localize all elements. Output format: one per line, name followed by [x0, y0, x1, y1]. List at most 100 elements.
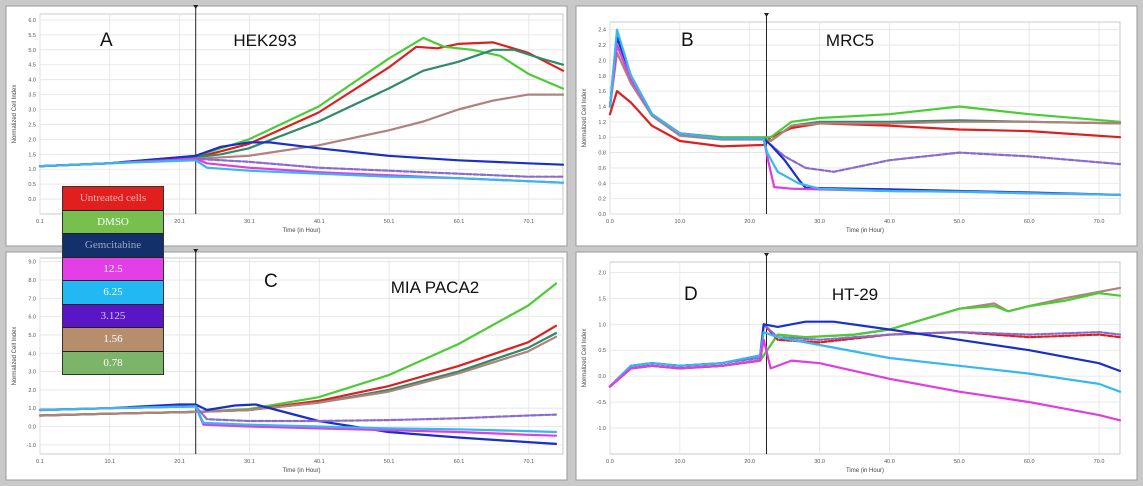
treatment-marker-icon — [763, 253, 769, 257]
x-tick-label: 0.1 — [36, 219, 44, 225]
y-tick-label: 1.6 — [598, 89, 606, 95]
series-line-6 — [608, 338, 1122, 422]
series-line-7 — [608, 28, 1122, 196]
grid — [39, 14, 563, 214]
x-tick-label: 70.0 — [1094, 219, 1105, 225]
legend-item-1-56: 1.56 — [63, 327, 163, 351]
x-tick-label: 70.0 — [1094, 459, 1105, 465]
y-tick-label: 1.0 — [598, 135, 606, 141]
y-axis-label: Normalized Cell Index — [582, 329, 588, 388]
x-tick-label: 30.1 — [244, 219, 255, 225]
x-tick-label: 60.1 — [454, 459, 465, 465]
y-tick-label: 3.5 — [28, 93, 36, 99]
y-tick-label: 1.0 — [28, 406, 36, 412]
chart-panel-b: 0.0 10.0 20.0 30.0 40.0 50.0 60.0 70.0 0.0 0.2 0.4… — [575, 5, 1138, 247]
y-tick-label: 2.0 — [28, 388, 36, 394]
legend-item-0-78: 0.78 — [63, 350, 163, 374]
x-tick-label: 0.0 — [606, 459, 614, 465]
x-tick-label: 50.1 — [384, 219, 395, 225]
y-tick-label: 1.2 — [598, 120, 606, 126]
x-axis-label: Time (in Hour) — [282, 228, 320, 234]
y-tick-label: 5.5 — [28, 33, 36, 39]
y-tick-label: 0.0 — [28, 197, 36, 203]
panel-letter: B — [681, 30, 694, 51]
legend-item-12-5: 12.5 — [63, 256, 163, 280]
y-tick-label: 2.5 — [28, 122, 36, 128]
x-tick-label: 20.0 — [744, 219, 755, 225]
y-tick-label: 2.2 — [598, 43, 606, 49]
y-tick-label: 0.5 — [28, 182, 36, 188]
x-tick-label: 10.0 — [675, 459, 686, 465]
x-tick-label: 70.1 — [523, 459, 534, 465]
x-tick-label: 20.1 — [174, 459, 185, 465]
legend: Untreated cells DMSO Gemcitabine 12.5 6.… — [62, 186, 164, 375]
y-tick-label: 4.0 — [28, 78, 36, 84]
y-tick-label: 3.0 — [28, 370, 36, 376]
y-tick-label: 7.0 — [28, 296, 36, 302]
y-tick-label: 0.0 — [598, 374, 606, 380]
y-tick-label: 1.4 — [598, 104, 606, 110]
treatment-marker-icon — [193, 249, 199, 253]
x-tick-label: 10.0 — [675, 219, 686, 225]
series-line-4 — [38, 141, 565, 168]
y-tick-label: 6.0 — [28, 18, 36, 24]
legend-item-untreated: Untreated cells — [63, 187, 163, 210]
x-tick-label: 60.0 — [1024, 459, 1035, 465]
y-tick-label: -0.5 — [597, 400, 606, 406]
y-tick-label: 1.0 — [598, 322, 606, 328]
series-line-5 — [608, 331, 1122, 393]
y-tick-label: 0.5 — [598, 348, 606, 354]
y-tick-label: 8.0 — [28, 278, 36, 284]
x-axis-label: Time (in Hour) — [846, 468, 884, 474]
y-tick-label: -1.0 — [597, 426, 606, 432]
y-tick-label: 5.0 — [28, 333, 36, 339]
x-tick-label: 50.0 — [954, 219, 965, 225]
series-line-3 — [608, 51, 1122, 143]
x-tick-label: 40.1 — [314, 459, 325, 465]
y-axis-label: Normalized Cell Index — [12, 327, 18, 386]
treatment-marker-icon — [193, 5, 199, 9]
y-tick-label: 6.0 — [28, 315, 36, 321]
x-tick-label: 10.1 — [104, 459, 115, 465]
plot-area — [609, 21, 1121, 215]
y-tick-label: 2.0 — [28, 137, 36, 143]
y-tick-label: 0.8 — [598, 151, 606, 157]
y-tick-label: 4.5 — [28, 63, 36, 69]
x-tick-label: 60.1 — [454, 219, 465, 225]
y-tick-label: 1.8 — [598, 74, 606, 80]
y-tick-label: 0.6 — [598, 166, 606, 172]
y-tick-label: 1.0 — [28, 167, 36, 173]
x-axis-label: Time (in Hour) — [846, 228, 884, 234]
x-tick-label: 30.0 — [814, 219, 825, 225]
y-tick-label: 2.0 — [598, 58, 606, 64]
y-tick-label: -1.0 — [27, 443, 36, 449]
x-tick-label: 60.0 — [1024, 219, 1035, 225]
x-tick-label: 70.1 — [523, 219, 534, 225]
legend-item-3-125: 3.125 — [63, 303, 163, 327]
x-axis-label: Time (in Hour) — [282, 468, 320, 474]
y-tick-label: 0.2 — [598, 197, 606, 203]
y-tick-label: 2.4 — [598, 28, 606, 34]
chart-panel-d: 0.0 10.0 20.0 30.0 40.0 50.0 60.0 70.0 -1.0 -0.5 0… — [575, 251, 1138, 481]
y-tick-label: 3.0 — [28, 108, 36, 114]
x-tick-label: 0.1 — [36, 459, 44, 465]
x-tick-label: 30.0 — [814, 459, 825, 465]
x-tick-label: 30.1 — [244, 459, 255, 465]
y-tick-label: 4.0 — [28, 351, 36, 357]
series-line-7 — [38, 159, 565, 184]
x-tick-label: 40.1 — [314, 219, 325, 225]
legend-item-gemcitabine: Gemcitabine — [63, 233, 163, 257]
x-tick-label: 50.1 — [384, 459, 395, 465]
panel-letter: D — [684, 284, 698, 305]
plot-area — [609, 261, 1121, 455]
grid — [609, 262, 1120, 454]
y-tick-label: 1.5 — [598, 296, 606, 302]
x-tick-label: 40.0 — [884, 459, 895, 465]
series-line-3 — [38, 335, 558, 417]
treatment-marker-icon — [763, 13, 769, 17]
x-tick-label: 50.0 — [954, 459, 965, 465]
x-tick-label: 20.0 — [744, 459, 755, 465]
panel-title: HEK293 — [233, 31, 296, 50]
